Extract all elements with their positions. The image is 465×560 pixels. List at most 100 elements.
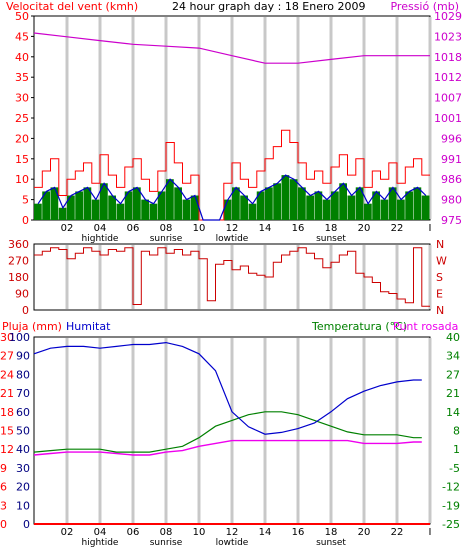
wind-average-bar (190, 195, 199, 220)
pressure-label: Pressió (mb) (390, 0, 459, 13)
wind-average-bar (397, 199, 405, 220)
direction-y-tick: 270 (8, 255, 29, 268)
wind-average-bar (298, 187, 306, 220)
humidity-y-tick: 20 (16, 481, 30, 494)
humidity-y-tick: 80 (16, 368, 30, 381)
wind-average-bar (405, 191, 413, 220)
wind-pressure-panel: 0 5 10 15 20 25 30 35 40 45 50 975 980 986 991 996 1001 1… (15, 10, 462, 244)
wind-average-bar (372, 191, 380, 220)
humidity-y-tick: 10 (16, 499, 30, 512)
temp-panel-x-tick: 14 (259, 527, 272, 538)
wind-average-bar (388, 187, 397, 220)
wind-average-bar (322, 199, 331, 220)
temp-y-tick: -12 (442, 481, 460, 494)
rain-y-tick: 18 (0, 406, 14, 419)
wind-average-bar (355, 187, 364, 220)
wind-panel-x-event: hightide (82, 234, 119, 244)
pressure-y-tick: 1018 (434, 51, 462, 64)
wind-average-line (37, 174, 427, 221)
wind-y-tick: 45 (15, 30, 29, 43)
wind-y-tick: 40 (15, 51, 29, 64)
pressure-y-tick: 991 (441, 153, 462, 166)
wind-average-bar (83, 187, 92, 220)
rain-y-tick: 3 (0, 499, 7, 512)
wind-y-tick: 30 (15, 92, 29, 105)
dewpoint-legend: Punt rosada (393, 320, 458, 333)
rain-y-tick: 9 (0, 462, 7, 475)
rain-y-tick: 24 (0, 368, 14, 381)
wind-average-bar (364, 203, 372, 220)
wind-y-tick: 25 (15, 112, 29, 125)
rain-y-tick: 15 (0, 425, 14, 438)
wind-average-bar (347, 195, 356, 220)
humidity-y-tick: 0 (23, 518, 30, 531)
wind-y-tick: 5 (22, 194, 29, 207)
wind-average-bar (339, 183, 347, 220)
wind-panel-x-tick: 08 (160, 223, 173, 234)
wind-panel-x-tick: 16 (292, 223, 305, 234)
direction-y-tick: 180 (8, 271, 29, 284)
rain-y-tick: 21 (0, 387, 14, 400)
rain-y-tick: 12 (0, 443, 14, 456)
wind-speed-label: Velocitat del vent (kmh) (6, 0, 138, 13)
chart-title: 24 hour graph day : 18 Enero 2009 (172, 0, 366, 13)
wind-y-tick: 15 (15, 153, 29, 166)
wind-average-bar (314, 191, 323, 220)
wind-y-tick: 20 (15, 132, 29, 145)
rain-y-tick: 30 (0, 331, 14, 344)
wind-average-bar (42, 191, 50, 220)
pressure-y-tick: 975 (441, 214, 462, 227)
humidity-y-tick: 50 (16, 425, 30, 438)
humidity-y-tick: 40 (16, 443, 30, 456)
wind-average-bar (91, 199, 100, 220)
wind-average-bar (240, 195, 248, 220)
humidity-y-tick: 60 (16, 406, 30, 419)
humidity-y-tick: 30 (16, 462, 30, 475)
wind-panel-x-tick: 02 (61, 223, 74, 234)
wind-average-bar (281, 175, 290, 220)
temp-panel-x-event: hightide (82, 538, 119, 548)
wind-average-bar (108, 195, 116, 220)
temp-panel-x-tick: 10 (193, 527, 206, 538)
wind-panel-x-tick: 20 (358, 223, 371, 234)
wind-average-bar (232, 187, 240, 220)
temperature-line (33, 411, 422, 453)
wind-y-tick: 50 (15, 10, 29, 23)
temp-panel-x-tick: 04 (94, 527, 107, 538)
temp-panel-x-tick: 08 (160, 527, 173, 538)
dewpoint-line (33, 439, 422, 456)
humidity-y-tick: 90 (16, 350, 30, 363)
wind-panel-x-tick: 22 (391, 223, 404, 234)
direction-y-tick: 360 (8, 238, 29, 251)
temp-y-tick: -5 (449, 462, 460, 475)
wind-average-bar (380, 199, 389, 220)
temp-panel-x-tick: 06 (127, 527, 140, 538)
compass-y-tick: E (436, 288, 443, 301)
temp-y-tick: 40 (446, 331, 460, 344)
wind-panel-x-tick: 04 (94, 223, 107, 234)
wind-panel-x-tick: 10 (193, 223, 206, 234)
pressure-y-tick: 996 (441, 132, 462, 145)
rain-y-tick: 27 (0, 350, 14, 363)
pressure-y-tick: 986 (441, 173, 462, 186)
wind-average-bar (75, 191, 83, 220)
wind-panel-x-event: sunset (316, 234, 346, 244)
wind-average-bar (248, 203, 257, 220)
pressure-y-tick: 1012 (434, 71, 462, 84)
humidity-y-tick: 70 (16, 387, 30, 400)
wind-average-bar (174, 187, 182, 220)
wind-panel-x-tick: I (429, 223, 432, 234)
direction-y-tick: 0 (22, 304, 29, 317)
wind-average-bar (116, 203, 125, 220)
direction-line (34, 247, 430, 307)
wind-average-bar (58, 207, 67, 220)
wind-average-bar (306, 195, 314, 220)
wind-panel-x-event: sunrise (150, 234, 183, 244)
pressure-y-tick: 980 (441, 194, 462, 207)
temp-y-tick: 14 (446, 406, 460, 419)
wind-gust-line (34, 129, 430, 221)
wind-average-bar (124, 191, 133, 220)
temperature-legend: Temperatura (°C) (311, 320, 407, 333)
